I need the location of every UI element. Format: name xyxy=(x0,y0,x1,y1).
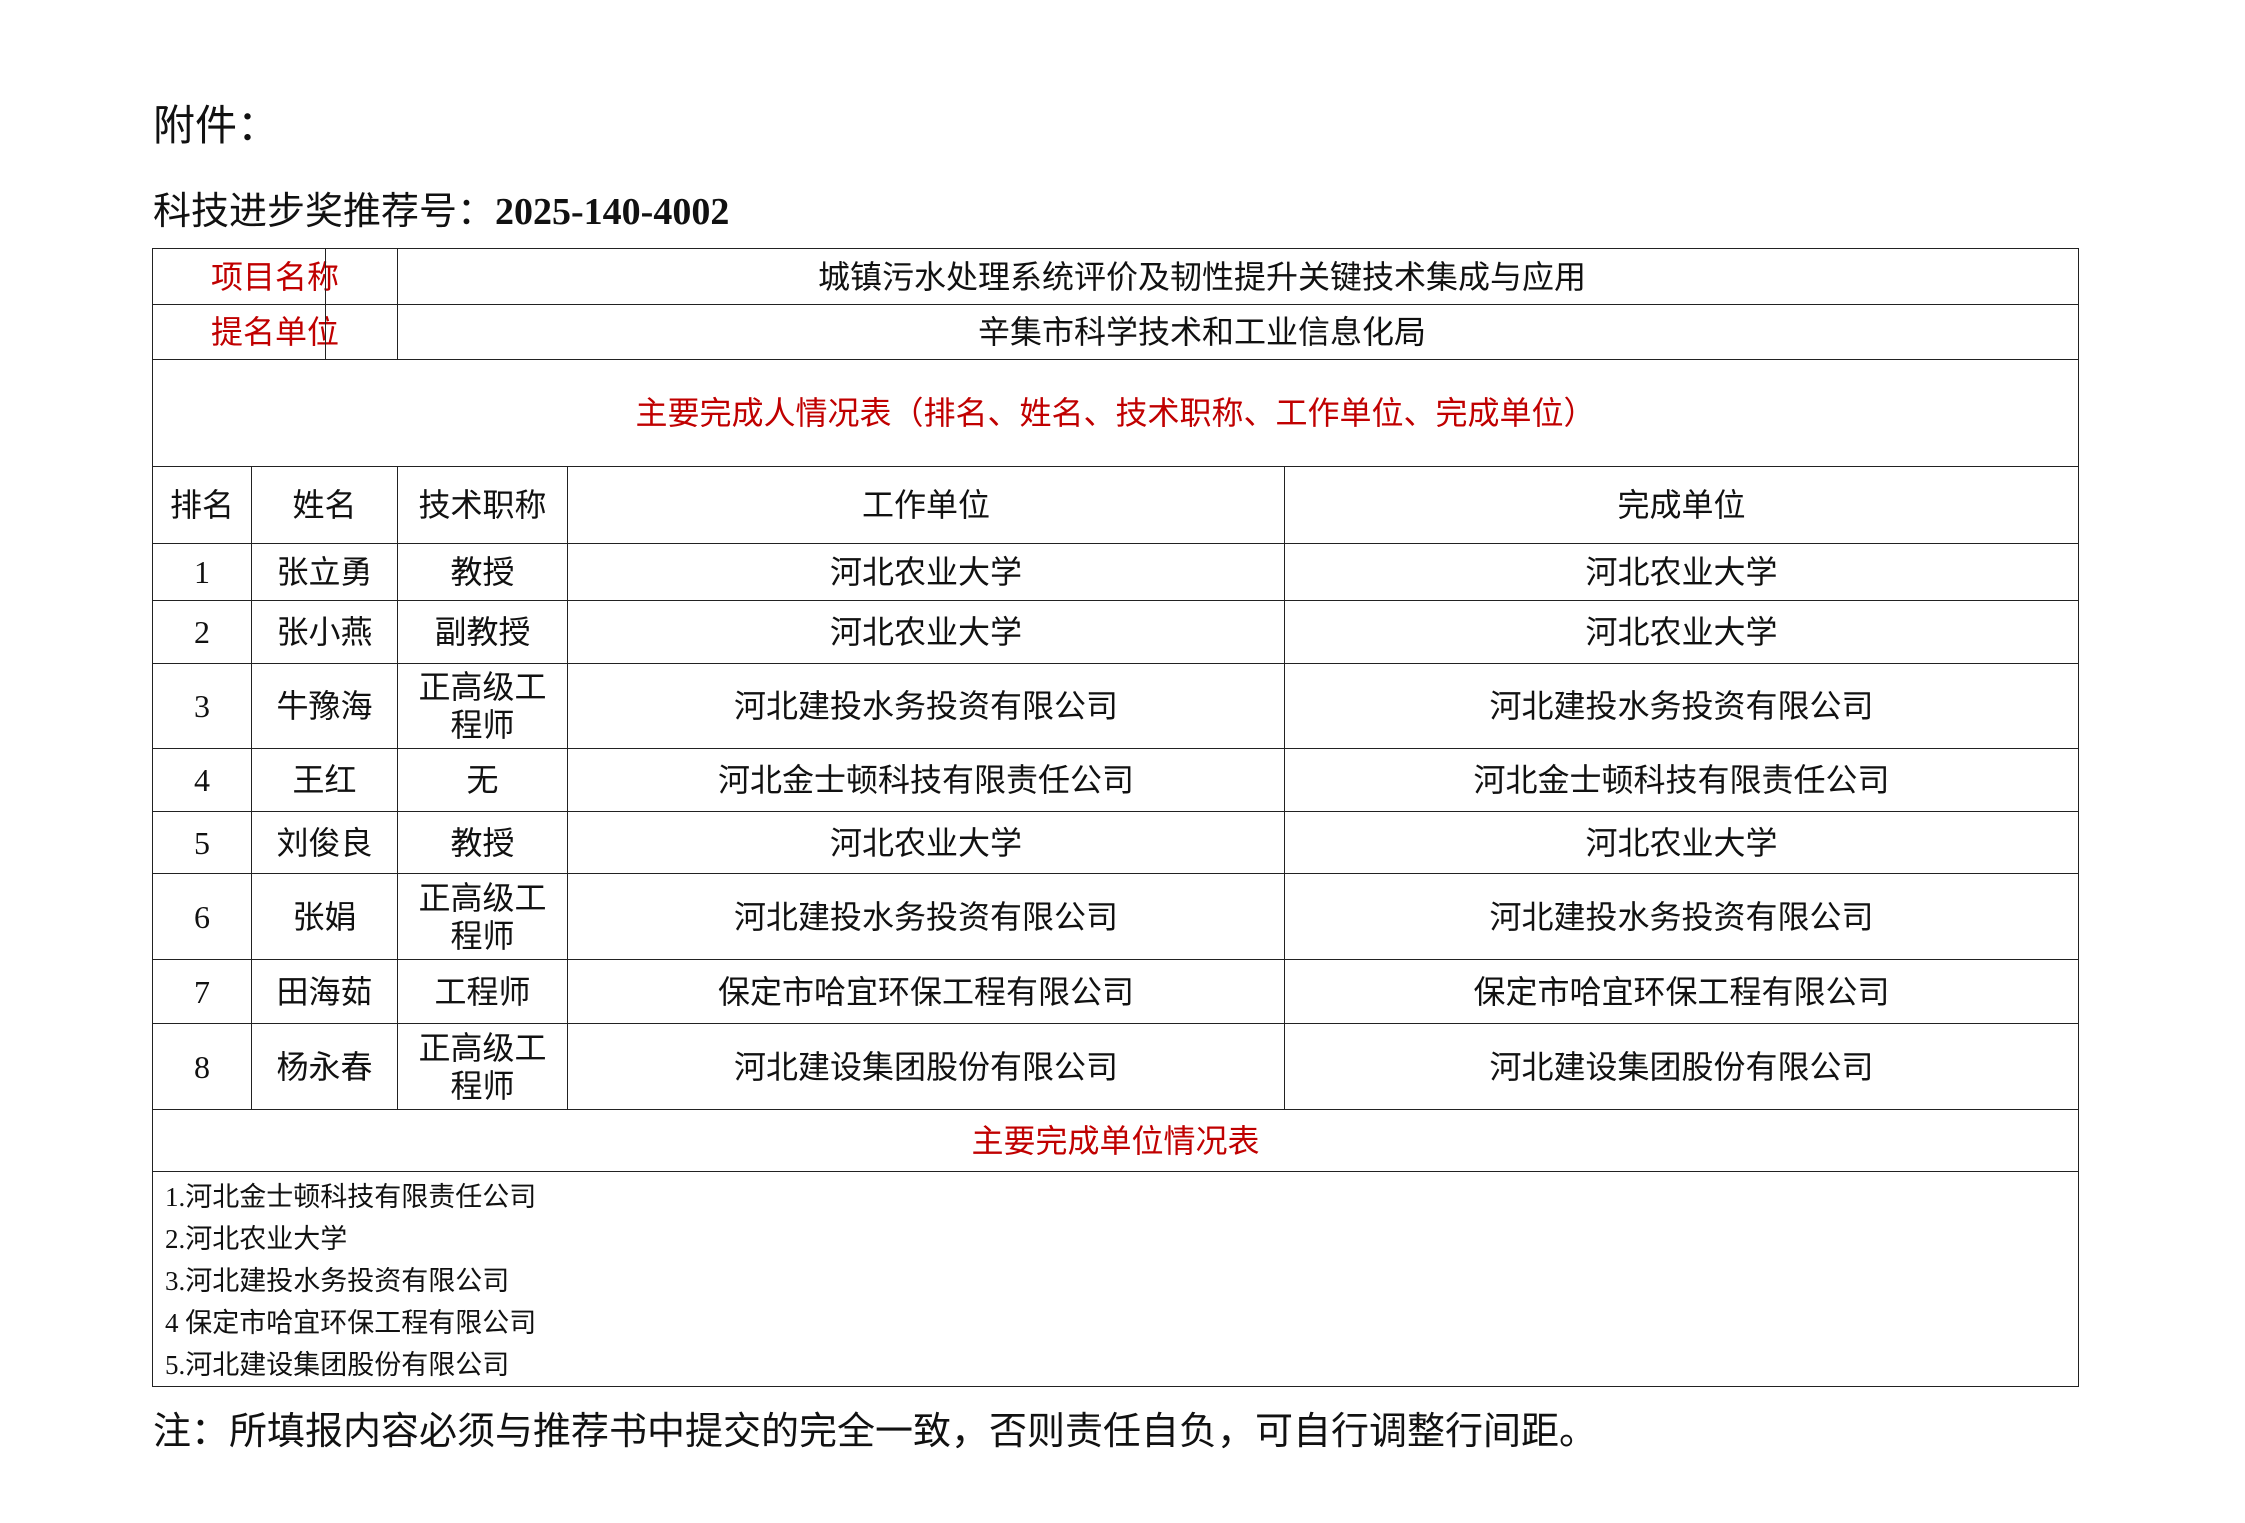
rank-cell: 7 xyxy=(152,959,252,1024)
table-row: 4 王红无河北金士顿科技有限责任公司 河北金士顿科技有限责任公司 xyxy=(152,748,2080,812)
award-table: 项目名称 城镇污水处理系统评价及韧性提升关键技术集成与应用 提名单位 辛集市科学技术… xyxy=(151,248,2080,1387)
rec-label: 科技进步奖推荐号： xyxy=(153,191,496,233)
work-unit-cell: 河北农业大学 xyxy=(567,600,1286,664)
rank-cell: 6 xyxy=(152,873,252,960)
work-unit-cell: 河北农业大学 xyxy=(567,543,1286,601)
completion-unit-cell: 河北建投水务投资有限公司 xyxy=(1284,663,2080,749)
table-row: 7 田海茹 工程师 保定市哈宜环保工程有限公司 保定市哈宜环保工程有限公司 xyxy=(152,959,2080,1024)
rank-cell: 8 xyxy=(152,1023,252,1110)
units-list: 1.河北金士顿科技有限责任公司 2.河北农业大学 3.河北建投水务投资有限公司 … xyxy=(151,1171,2080,1387)
name-cell: 张娟 xyxy=(250,873,399,960)
col-title: 技术职称 xyxy=(397,466,569,544)
title-cell: 无 xyxy=(397,748,569,812)
name-cell: 王红 xyxy=(250,748,399,812)
work-unit-cell: 保定市哈宜环保工程有限公司 xyxy=(567,959,1286,1024)
title-cell: 正高级工程师 xyxy=(397,663,569,749)
footnote: 注：所填报内容必须与推荐书中提交的完全一致，否则责任自负，可自行调整行间距。 xyxy=(153,1411,1598,1453)
completion-unit-cell: 河北农业大学 xyxy=(1284,811,2080,874)
rank-cell: 3 xyxy=(152,663,252,749)
name-cell: 张立勇 xyxy=(250,543,399,601)
name-cell: 杨永春 xyxy=(250,1023,399,1110)
table-row: 6 张娟 正高级工程师 河北建投水务投资有限公司 河北建投水务投资有限公司 xyxy=(152,873,2080,960)
table-row: 2 张小燕 副教授 河北农业大学 河北农业大学 xyxy=(152,600,2080,664)
people-section-title: 主要完成人情况表（排名、姓名、技术职称、工作单位、完成单位） xyxy=(151,359,2080,467)
completion-unit-cell: 河北建设集团股份有限公司 xyxy=(1284,1023,2080,1110)
completion-unit-cell: 河北建投水务投资有限公司 xyxy=(1284,873,2080,960)
completion-unit-cell: 河北农业大学 xyxy=(1284,600,2080,664)
col-completion-unit: 完成单位 xyxy=(1284,466,2080,544)
title-cell: 副教授 xyxy=(397,600,569,664)
name-cell: 牛豫海 xyxy=(250,663,399,749)
attachment-heading: 附件： xyxy=(153,102,280,149)
rank-cell: 4 xyxy=(152,748,252,812)
work-unit-cell: 河北建投水务投资有限公司 xyxy=(567,873,1286,960)
unit-item: 1.河北金士顿科技有限责任公司 xyxy=(165,1182,537,1212)
rank-cell: 5 xyxy=(152,811,252,874)
work-unit-cell: 河北金士顿科技有限责任公司 xyxy=(567,748,1286,812)
col-name: 姓名 xyxy=(250,466,399,544)
unit-item: 4 保定市哈宜环保工程有限公司 xyxy=(165,1308,537,1338)
completion-unit-cell: 保定市哈宜环保工程有限公司 xyxy=(1284,959,2080,1024)
unit-item: 5.河北建设集团股份有限公司 xyxy=(165,1350,510,1380)
project-name-cell: 城镇污水处理系统评价及韧性提升关键技术集成与应用 xyxy=(325,248,2080,305)
work-unit-cell: 河北建投水务投资有限公司 xyxy=(567,663,1286,749)
name-cell: 张小燕 xyxy=(250,600,399,664)
title-cell: 正高级工程师 xyxy=(397,1023,569,1110)
completion-unit-cell: 河北农业大学 xyxy=(1284,543,2080,601)
title-cell: 正高级工程师 xyxy=(397,873,569,960)
project-name: 城镇污水处理系统评价及韧性提升关键技术集成与应用 xyxy=(818,258,1587,295)
table-row: 5 刘俊良 教授 河北农业大学 河北农业大学 xyxy=(152,811,2080,874)
table-row: 8 杨永春 正高级工程师 河北建设集团股份有限公司 河北建设集团股份有限公司 xyxy=(152,1023,2080,1110)
table-row: 1 张立勇 教授 河北农业大学 河北农业大学 xyxy=(152,543,2080,601)
completion-unit-cell: 河北金士顿科技有限责任公司 xyxy=(1284,748,2080,812)
table-row: 3 牛豫海 正高级工程师 河北建投水务投资有限公司 河北建投水务投资有限公司 xyxy=(152,663,2080,749)
nominator: 辛集市科学技术和工业信息化局 xyxy=(978,314,1427,350)
rec-number: 2025-140-4002 xyxy=(495,191,730,233)
nominator-cell: 辛集市科学技术和工业信息化局 xyxy=(325,304,2080,360)
title-cell: 工程师 xyxy=(397,959,569,1024)
nominator-label: 提名单位 xyxy=(151,304,398,360)
rank-cell: 2 xyxy=(152,600,252,664)
name-cell: 田海茹 xyxy=(250,959,399,1024)
col-rank: 排名 xyxy=(152,466,252,544)
col-work-unit: 工作单位 xyxy=(567,466,1286,544)
rank-cell: 1 xyxy=(152,543,252,601)
recommendation-number-line: 科技进步奖推荐号：2025-140-4002 xyxy=(153,180,729,235)
units-section-title: 主要完成单位情况表 xyxy=(151,1109,2080,1172)
column-header-row: 排名 姓名 技术职称 工作单位 完成单位 xyxy=(152,466,2080,544)
project-name-label: 项目名称 xyxy=(151,248,398,305)
work-unit-cell: 河北农业大学 xyxy=(567,811,1286,874)
unit-item: 3.河北建投水务投资有限公司 xyxy=(165,1266,510,1296)
title-cell: 教授 xyxy=(397,543,569,601)
unit-item: 2.河北农业大学 xyxy=(165,1224,348,1254)
work-unit-cell: 河北建设集团股份有限公司 xyxy=(567,1023,1286,1110)
name-cell: 刘俊良 xyxy=(250,811,399,874)
title-cell: 教授 xyxy=(397,811,569,874)
